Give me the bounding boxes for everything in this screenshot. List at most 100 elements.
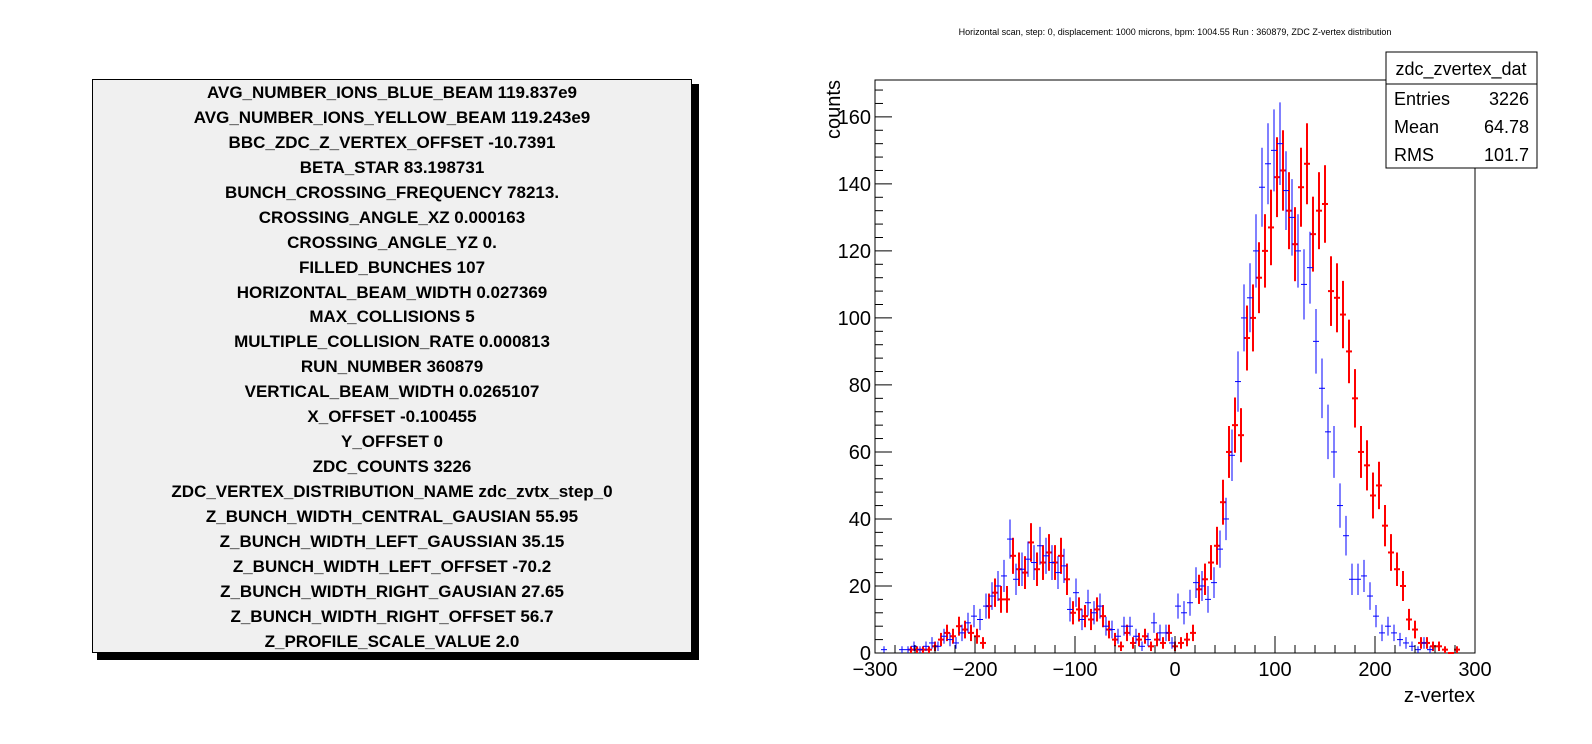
- data-point: [1079, 608, 1085, 631]
- data-point: [1073, 578, 1079, 607]
- data-point: [1406, 608, 1412, 631]
- data-point: [1055, 556, 1061, 589]
- data-point: [1253, 214, 1259, 288]
- x-tick-label: 200: [1358, 659, 1391, 681]
- data-point: [1394, 552, 1400, 586]
- data-point: [1031, 545, 1037, 580]
- data-point: [1205, 585, 1211, 613]
- data-point: [1286, 172, 1292, 250]
- data-point: [1319, 358, 1325, 419]
- data-point: [959, 624, 965, 642]
- data-point: [1301, 249, 1307, 320]
- data-point: [1154, 632, 1160, 647]
- data-point: [935, 641, 941, 652]
- data-point: [1409, 641, 1415, 652]
- data-point: [1397, 632, 1403, 647]
- data-point: [1001, 559, 1007, 593]
- param-line: AVG_NUMBER_IONS_YELLOW_BEAM 119.243e9: [193, 107, 591, 127]
- chart-title: Horizontal scan, step: 0, displacement: …: [959, 27, 1392, 37]
- data-point: [1019, 552, 1025, 586]
- y-tick-label: 0: [860, 643, 871, 665]
- data-point: [1190, 624, 1196, 642]
- data-point: [1289, 179, 1295, 256]
- data-point: [1022, 556, 1028, 589]
- data-point: [944, 624, 950, 642]
- param-line: ZDC_COUNTS 3226: [312, 457, 472, 477]
- data-point: [1307, 231, 1313, 304]
- data-point: [1034, 552, 1040, 586]
- data-point: [1313, 309, 1319, 374]
- x-tick-label: −300: [852, 659, 897, 681]
- data-point: [1133, 628, 1139, 644]
- stats-rms-label: RMS: [1394, 145, 1434, 165]
- data-point: [1100, 605, 1106, 628]
- data-point: [1094, 597, 1100, 622]
- param-line: VERTICAL_BEAM_WIDTH 0.0265107: [244, 382, 540, 402]
- y-tick-label: 140: [838, 174, 871, 196]
- data-point: [1283, 151, 1289, 230]
- data-point: [1229, 429, 1235, 482]
- data-point: [1265, 123, 1271, 205]
- data-point: [1370, 472, 1376, 519]
- data-point: [1223, 497, 1229, 541]
- data-point: [1241, 284, 1247, 352]
- data-point: [1043, 537, 1049, 574]
- x-tick-label: 0: [1169, 659, 1180, 681]
- data-point: [1292, 207, 1298, 282]
- param-line: Z_BUNCH_WIDTH_RIGHT_GAUSIAN 27.65: [220, 581, 564, 601]
- data-point: [1310, 196, 1316, 272]
- data-point: [1196, 574, 1202, 604]
- x-axis-label: z-vertex: [1404, 685, 1475, 707]
- data-point: [1355, 563, 1361, 595]
- data-point: [1361, 559, 1367, 593]
- data-point: [917, 646, 923, 653]
- data-point: [1367, 582, 1373, 610]
- data-point: [1103, 616, 1109, 636]
- param-line: CROSSING_ANGLE_XZ 0.000163: [258, 207, 526, 227]
- data-point: [1277, 102, 1283, 185]
- y-tick-label: 160: [838, 107, 871, 129]
- data-point: [1217, 530, 1223, 568]
- param-line: Z_BUNCH_WIDTH_LEFT_OFFSET -70.2: [232, 556, 552, 576]
- data-point: [1178, 637, 1184, 649]
- data-point: [1070, 601, 1076, 625]
- data-point: [980, 637, 986, 649]
- data-point: [1415, 646, 1421, 653]
- data-point: [1364, 440, 1370, 491]
- data-point: [1358, 425, 1364, 478]
- data-point: [1145, 632, 1151, 647]
- data-point: [1340, 280, 1346, 349]
- data-point: [1379, 624, 1385, 642]
- data-point: [1097, 593, 1103, 619]
- data-point: [1127, 616, 1133, 636]
- data-point: [1064, 563, 1070, 595]
- data-point: [1199, 570, 1205, 601]
- param-line: X_OFFSET -0.100455: [307, 407, 477, 427]
- y-tick-label: 60: [849, 442, 871, 464]
- data-point: [1442, 646, 1448, 653]
- data-point: [941, 628, 947, 644]
- data-point: [911, 641, 917, 652]
- data-point: [938, 632, 944, 647]
- data-point: [1013, 563, 1019, 595]
- data-point: [1226, 425, 1232, 478]
- param-line: CROSSING_ANGLE_YZ 0.: [287, 232, 497, 252]
- data-point: [1295, 214, 1301, 288]
- data-point: [968, 624, 974, 642]
- param-line: Y_OFFSET 0: [340, 432, 444, 452]
- data-point: [1202, 563, 1208, 595]
- data-point: [1139, 641, 1145, 652]
- param-line: Z_BUNCH_WIDTH_LEFT_GAUSSIAN 35.15: [219, 531, 565, 551]
- x-tick-label: −100: [1052, 659, 1097, 681]
- data-point: [1421, 637, 1427, 649]
- data-point: [1010, 537, 1016, 574]
- data-point: [905, 646, 911, 653]
- data-point: [1157, 624, 1163, 642]
- y-tick-label: 20: [849, 576, 871, 598]
- data-point: [923, 641, 929, 652]
- data-point: [1325, 404, 1331, 460]
- x-tick-label: 300: [1458, 659, 1491, 681]
- data-point: [1109, 620, 1115, 639]
- data-point: [1061, 548, 1067, 583]
- data-point: [1118, 641, 1124, 652]
